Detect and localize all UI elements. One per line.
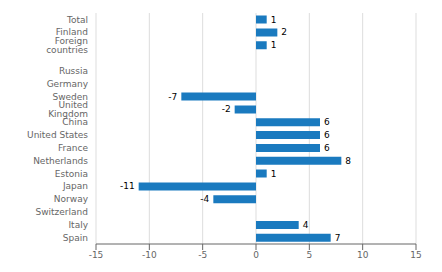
svg-text:6: 6 (324, 130, 330, 140)
svg-text:7: 7 (335, 233, 341, 243)
svg-text:Norway: Norway (54, 194, 89, 204)
svg-text:China: China (62, 117, 88, 127)
svg-text:-2: -2 (222, 104, 231, 114)
svg-text:-15: -15 (89, 250, 104, 260)
svg-text:Russia: Russia (59, 66, 88, 76)
svg-text:Switzerland: Switzerland (36, 207, 89, 217)
svg-text:8: 8 (345, 156, 351, 166)
svg-text:-10: -10 (142, 250, 157, 260)
svg-text:Japan: Japan (62, 181, 88, 191)
svg-text:-5: -5 (198, 250, 207, 260)
svg-text:1: 1 (271, 40, 277, 50)
svg-text:Foreigncountries: Foreigncountries (46, 36, 88, 55)
svg-text:-11: -11 (120, 181, 135, 191)
svg-text:United States: United States (27, 130, 88, 140)
svg-text:15: 15 (410, 250, 421, 260)
svg-text:2: 2 (281, 27, 287, 37)
svg-text:Sweden: Sweden (52, 91, 88, 102)
svg-text:5: 5 (306, 250, 312, 260)
svg-text:1: 1 (271, 169, 277, 179)
svg-text:Estonia: Estonia (55, 169, 88, 179)
svg-text:UnitedKingdom: UnitedKingdom (48, 100, 88, 119)
svg-text:Italy: Italy (68, 220, 88, 230)
svg-text:6: 6 (324, 117, 330, 127)
svg-text:6: 6 (324, 143, 330, 153)
svg-text:-4: -4 (200, 194, 209, 204)
svg-text:Finland: Finland (55, 27, 88, 38)
svg-text:Netherlands: Netherlands (33, 156, 88, 166)
svg-text:Germany: Germany (47, 79, 89, 89)
svg-text:4: 4 (303, 220, 309, 230)
svg-text:1: 1 (271, 15, 277, 25)
svg-text:France: France (58, 143, 88, 153)
svg-text:-7: -7 (168, 92, 177, 102)
svg-text:0: 0 (253, 250, 259, 260)
svg-text:Total: Total (66, 15, 88, 25)
svg-text:Spain: Spain (63, 233, 88, 243)
svg-text:10: 10 (357, 250, 369, 260)
